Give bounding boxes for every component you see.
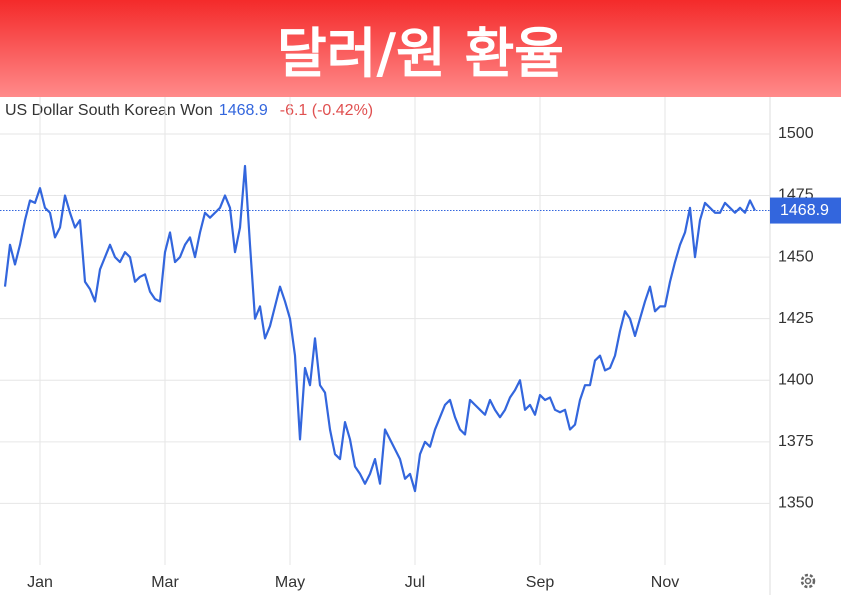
x-tick-label: Sep <box>526 574 555 591</box>
x-tick-label: Jan <box>27 574 53 591</box>
price-tag-label: 1468.9 <box>780 202 829 219</box>
y-tick-label: 1400 <box>778 371 814 388</box>
header: 달러/원 환율 <box>0 0 841 97</box>
chart-title: 달러/원 환율 <box>277 22 564 85</box>
y-tick-label: 1425 <box>778 310 814 327</box>
y-tick-label: 1375 <box>778 433 814 450</box>
x-tick-label: May <box>275 574 305 591</box>
settings-icon[interactable] <box>800 573 816 589</box>
price-line <box>3 164 756 493</box>
y-tick-label: 1350 <box>778 495 814 512</box>
y-tick-label: 1500 <box>778 125 814 142</box>
header-price: 1468.9 <box>219 102 268 119</box>
x-tick-label: Mar <box>151 574 179 591</box>
y-tick-label: 1450 <box>778 248 814 265</box>
x-tick-label: Nov <box>651 574 679 591</box>
price-change: -6.1 (-0.42%) <box>280 102 373 119</box>
x-tick-label: Jul <box>405 574 425 591</box>
series-name: US Dollar South Korean Won <box>5 102 213 119</box>
price-tag <box>770 197 841 224</box>
